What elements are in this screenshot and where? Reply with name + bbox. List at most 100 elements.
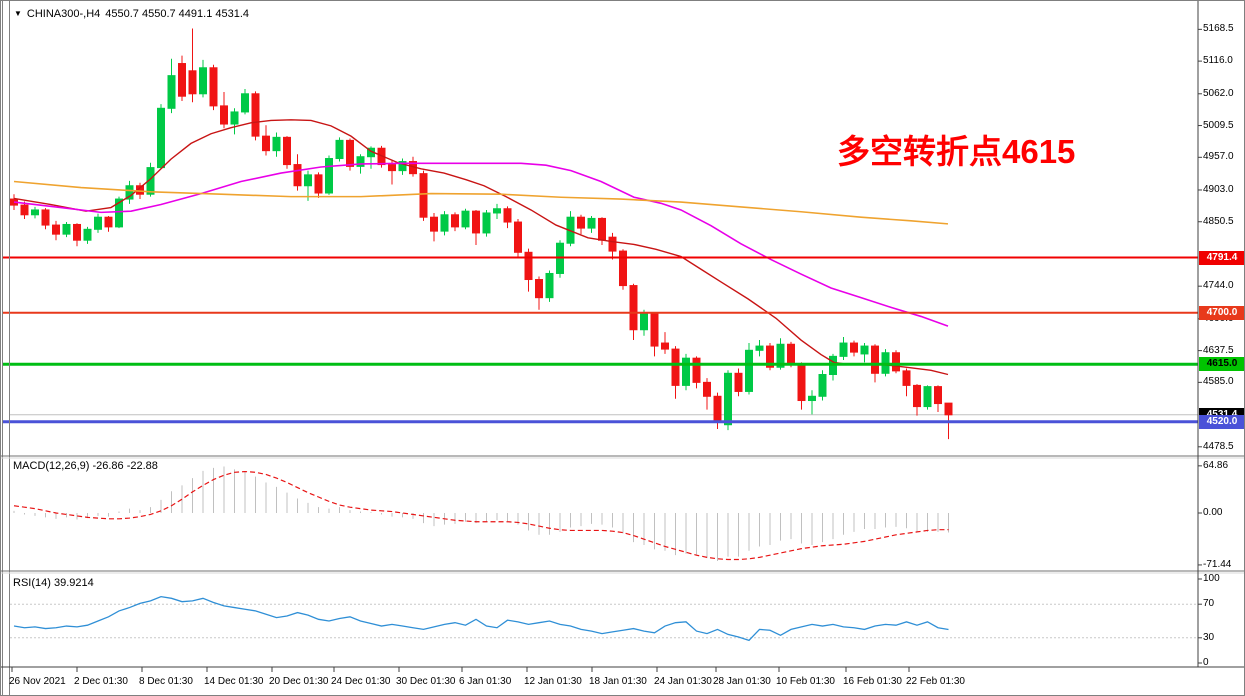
price-tick-label: 4903.0	[1203, 183, 1234, 195]
price-tick-label: 4744.0	[1203, 280, 1234, 292]
symbol-period-label: CHINA300-,H4	[26, 8, 101, 20]
candle-body	[671, 348, 680, 386]
macd-signal-line	[13, 470, 949, 561]
rsi-tick-label: 100	[1203, 573, 1220, 584]
candle-body	[41, 209, 50, 226]
candle-body	[682, 357, 690, 386]
candle-body	[314, 174, 323, 194]
time-axis-label: 24 Jan 01:30	[654, 676, 712, 687]
candle-body	[52, 224, 60, 235]
candle-body	[83, 228, 92, 241]
candle-body	[860, 345, 869, 355]
candle-body	[535, 279, 543, 299]
ma-slow-orange-line	[13, 180, 949, 225]
candle-body	[283, 136, 291, 166]
candle-body	[934, 386, 942, 405]
time-axis-label: 16 Feb 01:30	[843, 676, 902, 687]
price-flag-support-4520: 4520.0	[1199, 414, 1244, 429]
candle-body	[692, 357, 701, 383]
candle-body	[325, 158, 333, 194]
candle-body	[524, 251, 533, 281]
candle-body	[713, 395, 722, 423]
time-axis-label: 30 Dec 01:30	[396, 676, 456, 687]
candle-body	[293, 164, 302, 187]
candle-body	[188, 70, 197, 95]
dropdown-arrow-icon[interactable]: ▼	[14, 9, 22, 18]
candle-body	[335, 139, 344, 160]
candle-body	[398, 161, 407, 172]
macd-tick-label: 64.86	[1203, 459, 1229, 471]
candle-body	[199, 67, 207, 95]
rsi-tick-label: 0	[1203, 657, 1209, 668]
candle-body	[167, 75, 176, 109]
candle-body	[241, 93, 249, 113]
candle-body	[262, 135, 270, 152]
candle-body	[787, 343, 795, 365]
candle-body	[745, 349, 753, 392]
candle-body	[356, 156, 365, 167]
candle-body	[157, 107, 165, 169]
candle-body	[472, 210, 480, 234]
candle-body	[251, 93, 260, 137]
candle-body	[944, 402, 953, 416]
candle-body	[839, 342, 848, 357]
price-flag-pivot-4615: 4615.0	[1199, 357, 1244, 372]
candle-body	[94, 216, 102, 230]
time-axis-label: 10 Feb 01:30	[776, 676, 835, 687]
candle-body	[818, 374, 827, 397]
candle-body	[766, 345, 774, 368]
candle-body	[230, 111, 239, 125]
time-axis-label: 18 Jan 01:30	[589, 676, 647, 687]
candle-body	[178, 63, 186, 97]
candle-body	[587, 217, 596, 229]
macd-tick-label: -71.44	[1203, 558, 1232, 570]
time-axis-label: 2 Dec 01:30	[74, 676, 128, 687]
ohlc-values: 4550.7 4550.7 4491.1 4531.4	[105, 8, 250, 20]
candle-body	[419, 173, 428, 218]
candle-body	[724, 372, 732, 426]
time-axis-label: 20 Dec 01:30	[269, 676, 329, 687]
macd-indicator-label: MACD(12,26,9) -26.86 -22.88	[13, 460, 158, 472]
time-axis-label: 28 Jan 01:30	[713, 676, 771, 687]
rsi-indicator-label: RSI(14) 39.9214	[13, 577, 94, 589]
price-tick-label: 5009.5	[1203, 119, 1234, 131]
price-tick-label: 5062.0	[1203, 87, 1234, 99]
candle-body	[209, 67, 218, 107]
candle-body	[703, 381, 711, 397]
rsi-tick-label: 70	[1203, 598, 1215, 610]
candle-body	[734, 372, 743, 392]
candle-body	[640, 313, 648, 331]
rsi-tick-label: 30	[1203, 631, 1215, 643]
time-axis-label: 6 Jan 01:30	[459, 676, 512, 687]
candle-body	[577, 216, 585, 229]
time-axis-label: 24 Dec 01:30	[331, 676, 391, 687]
price-tick-label: 4850.5	[1203, 215, 1234, 227]
candle-body	[902, 370, 911, 386]
candle-body	[808, 395, 816, 402]
candle-body	[388, 164, 396, 172]
candle-body	[482, 212, 491, 234]
price-tick-label: 4957.0	[1203, 151, 1234, 163]
candle-body	[797, 363, 806, 402]
rsi-line	[13, 595, 949, 642]
candle-body	[31, 209, 39, 216]
candle-body	[304, 174, 312, 187]
price-tick-label: 4478.5	[1203, 440, 1234, 452]
candle-body	[598, 217, 606, 241]
candle-body	[115, 198, 123, 228]
candle-body	[73, 223, 81, 241]
macd-tick-label: 0.00	[1203, 507, 1223, 518]
candle-body	[503, 208, 512, 223]
chart-title-bar: ▼ CHINA300-,H4 4550.7 4550.7 4491.1 4531…	[14, 8, 249, 20]
annotation-text[interactable]: 多空转折点4615	[837, 133, 1076, 170]
candle-body	[850, 342, 858, 353]
price-tick-label: 4585.0	[1203, 376, 1234, 388]
candle-body	[776, 343, 785, 368]
candle-body	[146, 167, 155, 195]
candle-body	[62, 223, 71, 235]
candle-body	[220, 105, 228, 125]
candle-body	[755, 345, 764, 351]
candle-body	[346, 139, 354, 167]
